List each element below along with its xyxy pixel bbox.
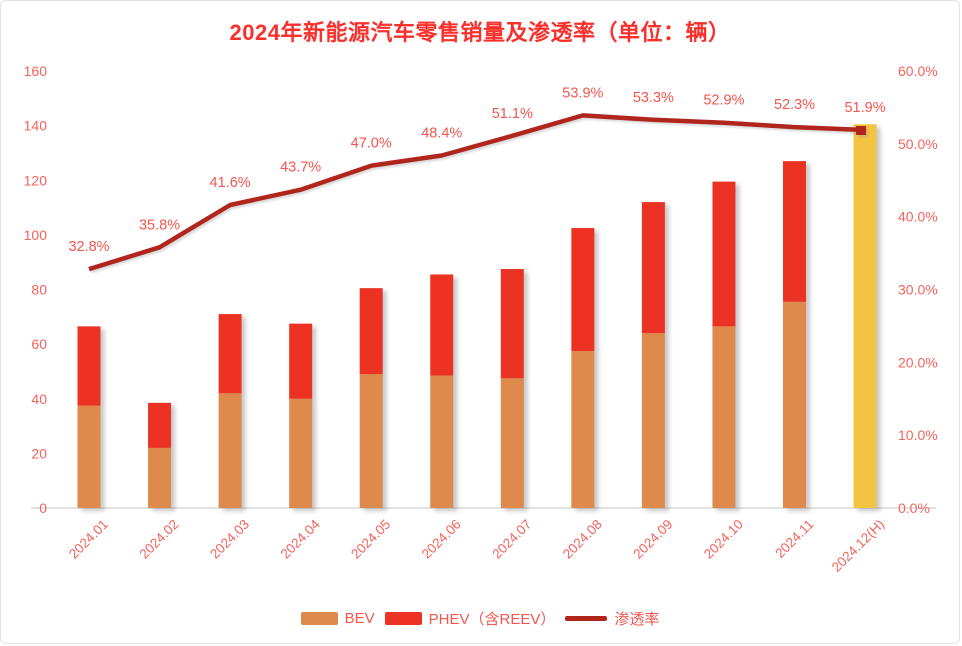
x-axis-category-label: 2024.06: [419, 517, 464, 562]
penetration-line-swatch-icon: [565, 616, 608, 621]
left-axis-tick-label: 160: [24, 63, 48, 79]
bar-segment-phev: [571, 228, 595, 351]
right-axis-tick-label: 60.0%: [898, 63, 938, 79]
left-axis-tick-label: 100: [24, 227, 48, 243]
bar-segment-bev: [289, 398, 313, 508]
left-axis-tick-label: 40: [31, 391, 47, 407]
chart-title: 2024年新能源汽车零售销量及渗透率（单位：辆）: [229, 20, 731, 45]
penetration-data-label: 41.6%: [210, 175, 251, 191]
penetration-line-group: [88, 113, 867, 272]
legend-label-bev: BEV: [344, 610, 375, 627]
penetration-data-label: 35.8%: [139, 217, 180, 233]
legend-label-phev: PHEV（含REEV）: [428, 611, 556, 628]
bar-segment-phev: [712, 181, 736, 327]
penetration-data-label: 32.8%: [68, 239, 109, 255]
bar-2024.09: [641, 202, 665, 508]
x-axis-category-label: 2024.04: [278, 516, 323, 561]
penetration-data-label: 51.1%: [492, 106, 533, 122]
penetration-line-end-marker: [856, 125, 867, 135]
x-axis-category-label: 2024.09: [630, 517, 675, 562]
legend-item-bev: BEV: [300, 610, 375, 627]
left-axis-tick-label: 140: [24, 118, 48, 134]
bar-2024.12(H): [853, 124, 877, 509]
bar-segment-bev: [500, 378, 524, 508]
phev-swatch-icon: [384, 612, 422, 625]
right-axis-tick-label: 30.0%: [898, 282, 938, 298]
left-axis-tick-label: 120: [24, 172, 48, 188]
x-axis-category-label: 2024.07: [489, 517, 534, 562]
left-axis-tick-label: 20: [31, 445, 47, 461]
penetration-data-label: 51.9%: [844, 100, 885, 116]
bar-segment-bev: [77, 405, 101, 508]
x-axis-category-label: 2024.02: [137, 517, 182, 562]
penetration-data-label: 53.3%: [633, 90, 674, 106]
right-axis-tick-label: 50.0%: [898, 136, 938, 152]
bar-segment-bev: [641, 333, 665, 508]
right-axis-tick-label: 40.0%: [898, 209, 938, 225]
right-axis-tick-label: 0.0%: [898, 500, 930, 516]
legend-item-penetration: 渗透率: [565, 608, 659, 629]
bar-2024.05: [359, 288, 383, 508]
bar-segment-forecast: [853, 124, 877, 509]
penetration-data-label: 52.9%: [703, 93, 744, 109]
penetration-data-label: 53.9%: [562, 85, 603, 101]
bar-segment-bev: [218, 393, 242, 508]
x-axis-category-label: 2024.10: [701, 517, 746, 562]
bar-segment-phev: [148, 402, 172, 448]
penetration-data-label: 43.7%: [280, 160, 321, 176]
bar-segment-bev: [712, 326, 736, 508]
bar-2024.03: [218, 314, 242, 508]
x-axis-category-label: 2024.12(H): [829, 517, 887, 575]
bar-segment-bev: [359, 374, 383, 508]
x-axis-category-label: 2024.08: [560, 517, 605, 562]
bar-2024.04: [289, 323, 313, 508]
left-axis-tick-label: 80: [31, 282, 47, 298]
bar-segment-phev: [641, 202, 665, 334]
left-axis-tick-label: 60: [31, 336, 47, 352]
bar-2024.06: [430, 274, 454, 508]
bar-segment-bev: [430, 375, 454, 508]
bar-segment-phev: [783, 161, 806, 302]
penetration-data-label: 47.0%: [351, 136, 392, 152]
x-axis-category-label: 2024.05: [348, 517, 393, 562]
bev-swatch-icon: [300, 612, 338, 625]
bar-segment-phev: [218, 314, 242, 394]
x-axis-category-label: 2024.11: [772, 517, 816, 561]
legend-item-phev: PHEV（含REEV）: [384, 608, 556, 629]
bar-2024.02: [148, 402, 172, 508]
bar-2024.10: [712, 181, 736, 508]
right-axis-tick-label: 20.0%: [898, 354, 938, 370]
bar-segment-phev: [430, 274, 454, 376]
left-axis-tick-label: 0: [39, 500, 47, 516]
bar-2024.08: [571, 228, 595, 508]
bar-segment-phev: [500, 269, 524, 379]
penetration-data-label: 52.3%: [774, 97, 815, 113]
penetration-data-label: 48.4%: [421, 125, 462, 141]
bar-segment-bev: [148, 447, 172, 508]
x-axis-category-label: 2024.01: [66, 517, 111, 562]
bar-2024.07: [500, 269, 524, 508]
bar-2024.01: [77, 326, 101, 508]
bar-segment-bev: [783, 301, 806, 508]
bar-2024.11: [783, 161, 806, 508]
legend-label-penetration: 渗透率: [614, 611, 660, 628]
bar-segment-phev: [359, 288, 383, 375]
penetration-line: [88, 113, 866, 272]
bar-segment-phev: [77, 326, 101, 406]
bar-segment-bev: [571, 350, 595, 508]
right-axis-tick-label: 10.0%: [898, 427, 938, 443]
chart-legend: BEV PHEV（含REEV） 渗透率: [1, 608, 959, 629]
x-axis-category-label: 2024.03: [207, 517, 252, 562]
bar-segment-phev: [289, 323, 313, 399]
